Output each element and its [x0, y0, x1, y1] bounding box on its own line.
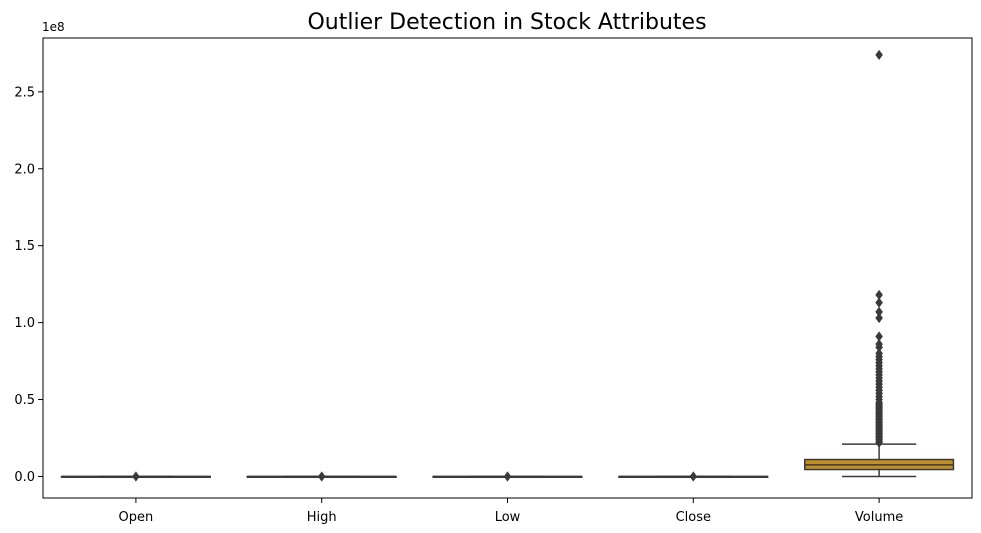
y-tick-label: 0.0 [14, 470, 35, 485]
outlier-point [875, 348, 883, 359]
y-tick-label: 2.5 [14, 85, 35, 100]
outlier-point [875, 49, 883, 61]
outlier-point [875, 289, 883, 301]
y-tick-label: 2.0 [14, 162, 35, 177]
x-tick-label: Open [119, 510, 154, 525]
y-tick-label: 1.0 [14, 316, 35, 331]
y-axis-offset-label: 1e8 [42, 20, 65, 34]
plot-area: 0.0 0.5 1.0 1.5 2.0 2.5 Open High Low Close Volume [14, 49, 955, 525]
outlier-point [317, 471, 326, 482]
outlier-point [875, 297, 883, 308]
outlier-point [503, 471, 512, 482]
outlier-point [875, 331, 883, 342]
plot-frame [42, 37, 973, 499]
outlier-point [132, 471, 140, 482]
outlier-point [875, 306, 883, 317]
x-tick-label: Low [495, 510, 521, 525]
chart-title: Outlier Detection in Stock Attributes [307, 10, 706, 35]
x-tick-label: Close [676, 510, 711, 525]
outlier-point [875, 312, 883, 324]
x-tick-label: High [307, 510, 337, 525]
x-tick-label: Volume [855, 510, 903, 525]
outlier-point [875, 339, 883, 350]
outlier-point [689, 471, 698, 482]
y-tick-label: 0.5 [14, 393, 35, 408]
y-tick-label: 1.5 [14, 239, 35, 254]
